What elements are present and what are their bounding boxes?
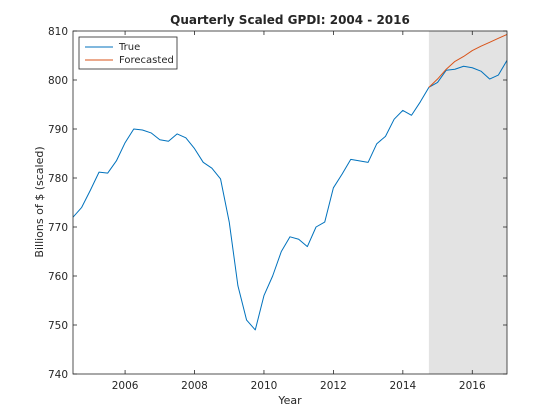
series-line-forecasted: [428, 33, 507, 88]
y-tick-label: 800: [48, 75, 68, 87]
series-line-true: [73, 60, 507, 331]
legend-label-forecasted: Forecasted: [119, 55, 174, 66]
y-tick-label: 770: [48, 222, 68, 234]
legend-label-true: True: [118, 42, 140, 53]
y-tick-label: 780: [48, 173, 68, 185]
y-tick-label: 750: [48, 320, 68, 332]
y-axis-label: Billions of $ (scaled): [33, 146, 46, 257]
x-tick-label: 2016: [459, 380, 486, 392]
y-tick-label: 810: [48, 26, 68, 38]
series-layer: [73, 33, 507, 331]
x-axis: 2006 2008 2010 2012 2014 2016: [112, 31, 486, 392]
chart-title: Quarterly Scaled GPDI: 2004 - 2016: [170, 13, 410, 27]
x-tick-label: 2006: [112, 380, 139, 392]
legend: True Forecasted: [78, 36, 178, 70]
x-tick-label: 2010: [251, 380, 278, 392]
y-tick-label: 740: [48, 369, 68, 381]
x-tick-label: 2012: [320, 380, 347, 392]
plot-frame: [72, 30, 508, 375]
forecast-region: [428, 31, 507, 374]
legend-box: [78, 36, 178, 70]
y-tick-label: 760: [48, 271, 68, 283]
x-tick-label: 2008: [181, 380, 208, 392]
x-axis-label: Year: [277, 394, 302, 407]
y-tick-label: 790: [48, 124, 68, 136]
x-tick-label: 2014: [389, 380, 416, 392]
y-axis: 740 750 760 770 780 790 800 810: [48, 26, 507, 381]
